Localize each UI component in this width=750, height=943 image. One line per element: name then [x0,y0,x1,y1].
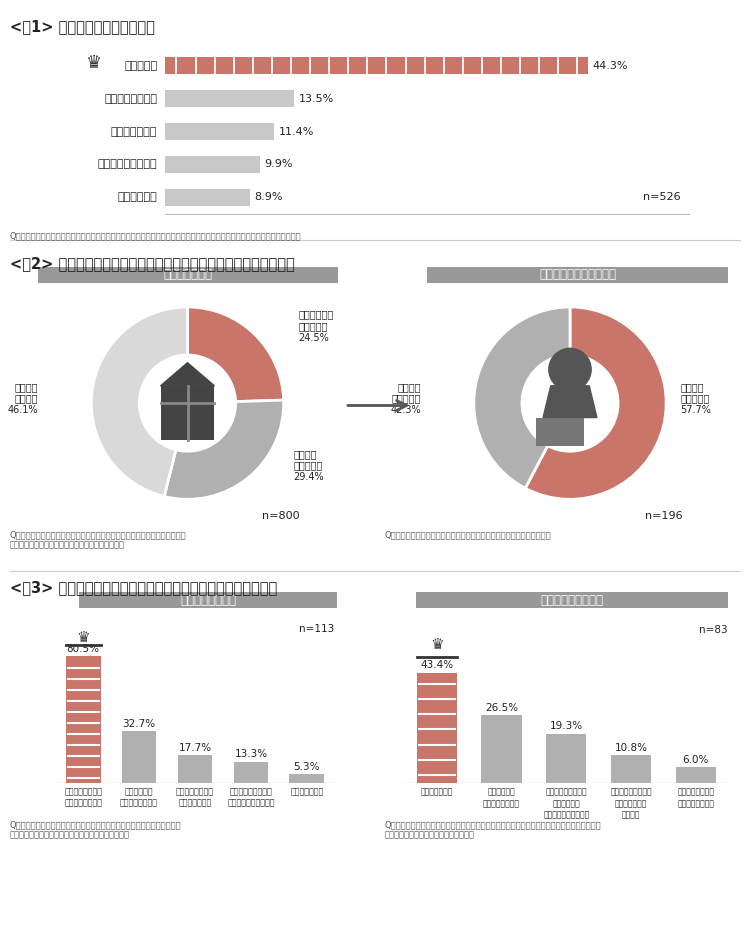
Text: 11.4%: 11.4% [278,126,314,137]
Text: まったく
知らない
46.1%: まったく 知らない 46.1% [8,382,38,415]
Text: n=800: n=800 [262,510,300,521]
Wedge shape [188,306,284,402]
Text: Q：あなたが引越しの際に「引越し一括見積もりサイト」を利用した理由は
なんですか？あてはまるものを全てお選びください。: Q：あなたが引越しの際に「引越し一括見積もりサイト」を利用した理由は なんですか… [10,820,182,840]
Text: 引越し業者の知名度: 引越し業者の知名度 [98,159,158,170]
Bar [122,732,157,783]
Text: ♛: ♛ [76,630,90,645]
Text: n=526: n=526 [643,192,680,203]
Text: 19.3%: 19.3% [550,721,583,731]
Text: 6.0%: 6.0% [682,755,709,765]
Text: スタッフの対応: スタッフの対応 [111,126,158,137]
Bar [536,418,584,446]
Text: 利用する（したい）
引越し業者が
来るおそれがあるから: 利用する（したい） 引越し業者が 来るおそれがあるから [543,787,590,819]
Text: 引越し業者が
決まっていたから: 引越し業者が 決まっていたから [483,787,520,808]
Text: 44.3%: 44.3% [592,60,628,71]
Bar [233,762,268,783]
Text: ２４時間いつでも
利用できるから: ２４時間いつでも 利用できるから [176,787,214,807]
Bar [165,58,588,74]
Polygon shape [160,363,214,386]
Text: <図1> 引越し業者選定の決め手: <図1> 引越し業者選定の決め手 [10,19,154,34]
Text: 名称も内容も
知っている
24.5%: 名称も内容も 知っている 24.5% [298,309,333,343]
Text: 13.5%: 13.5% [298,93,334,104]
Text: <図3> 「引越し一括見積もりサービス」利用理由・非利用理由: <図3> 「引越し一括見積もりサービス」利用理由・非利用理由 [10,580,277,595]
Text: サービス利用理由: サービス利用理由 [180,594,236,606]
Bar [611,755,651,783]
Bar [290,774,324,783]
Text: 大量に電話やメール
が来るおそれが
あるから: 大量に電話やメール が来るおそれが あるから [610,787,652,819]
Bar [160,386,214,439]
Text: 80.5%: 80.5% [67,644,100,653]
Text: サービス内容: サービス内容 [118,192,158,203]
Text: 8.9%: 8.9% [255,192,284,203]
Bar [165,91,294,108]
Text: サービス認知率: サービス認知率 [163,269,212,281]
Text: 決め手は特にない: 決め手は特にない [104,93,158,104]
Wedge shape [474,306,570,488]
Text: 電話やメールなどで
やり取りができるから: 電話やメールなどで やり取りができるから [227,787,274,807]
Text: Q：あなたが引越しの際に「引越し一括見積もりサイト」を利用しなかった理由はなんですか？
あてはまるものを全てお選びください。: Q：あなたが引越しの際に「引越し一括見積もりサイト」を利用しなかった理由はなんで… [385,820,602,840]
Text: Q：あなたが引越しをした際に利用した引越し業者を選んだ決め手はなんですか？最もあてはまるものをお一つお選びください。: Q：あなたが引越しをした際に利用した引越し業者を選んだ決め手はなんですか？最もあ… [10,231,302,240]
Text: n=83: n=83 [700,625,728,636]
Bar [546,734,586,783]
Text: 利用した
ことがある
57.7%: 利用した ことがある 57.7% [680,382,712,415]
Bar [66,656,100,783]
Text: n=113: n=113 [299,624,334,634]
Text: 5.3%: 5.3% [293,762,320,772]
Text: Q：あなたは「引越し一括見積りサイト」というサービスを知っていますか？
もっともあてはまるものをお一つお選びください。: Q：あなたは「引越し一括見積りサイト」というサービスを知っていますか？ もっとも… [10,530,186,550]
Text: 26.5%: 26.5% [485,703,518,713]
Text: 9.9%: 9.9% [264,159,292,170]
Text: 一度に複数業者の
金額がわかるから: 一度に複数業者の 金額がわかるから [64,787,102,807]
Bar [417,672,457,783]
Text: Q：あなたは「引越し一括見積りサイト」を利用したことがありますか？: Q：あなたは「引越し一括見積りサイト」を利用したことがありますか？ [385,530,551,539]
Wedge shape [525,306,666,499]
Text: n=196: n=196 [645,510,682,521]
Text: ♛: ♛ [430,637,444,652]
Bar [165,189,250,206]
Text: サービス非利用理由: サービス非利用理由 [540,594,603,606]
Wedge shape [164,400,284,499]
Polygon shape [543,386,597,418]
Text: サービス利用経験の有無: サービス利用経験の有無 [539,269,616,281]
Text: 特に理由はない: 特に理由はない [421,787,453,797]
Text: ♛: ♛ [86,54,101,72]
Text: どの業者に頼むか
悩んでしまうから: どの業者に頼むか 悩んでしまうから [677,787,714,808]
Text: 利用した
ことはない
42.3%: 利用した ことはない 42.3% [390,382,421,415]
Bar [482,716,521,783]
Circle shape [549,348,591,390]
Text: 特に理由はない: 特に理由はない [290,787,323,797]
Text: 価格の安さ: 価格の安さ [124,60,158,71]
Text: 13.3%: 13.3% [234,750,268,759]
Text: 10.8%: 10.8% [614,743,647,753]
Text: <図2> 「引越し一括見積もりサービス」の認知率・利用経験の有無: <図2> 「引越し一括見積もりサービス」の認知率・利用経験の有無 [10,256,295,272]
Text: 名称のみ
知っている
29.4%: 名称のみ 知っている 29.4% [293,449,324,482]
Text: 引越し全額の
相場がわかるから: 引越し全額の 相場がわかるから [120,787,158,807]
Bar [165,156,260,173]
Text: 43.4%: 43.4% [420,660,454,670]
Bar [165,123,274,141]
Text: 32.7%: 32.7% [122,719,156,729]
Text: 17.7%: 17.7% [178,742,212,753]
Bar [676,768,716,783]
Bar [178,754,212,783]
Wedge shape [92,306,188,496]
